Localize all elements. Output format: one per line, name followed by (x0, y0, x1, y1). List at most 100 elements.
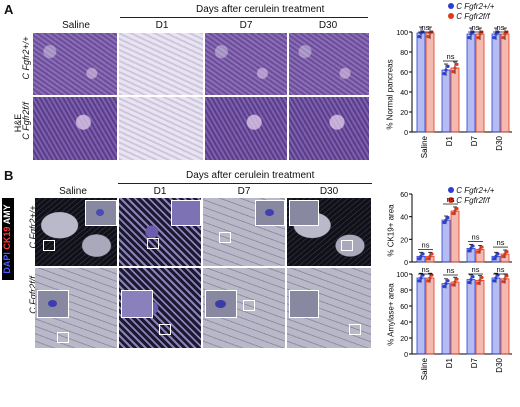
data-point (453, 209, 457, 213)
data-point (494, 32, 498, 36)
bar-ko (475, 33, 485, 133)
data-point (476, 250, 480, 254)
y-tick-label: 40 (400, 90, 408, 97)
panel-b-col-d30: D30 (319, 186, 339, 197)
if-image-wt-d1 (119, 198, 201, 266)
y-tick-label: 100 (396, 272, 408, 279)
if-inset (255, 200, 285, 226)
significance-label: ns (447, 195, 455, 204)
data-point (505, 274, 509, 278)
panel-a-header-line (120, 17, 368, 18)
significance-label: ns (497, 268, 505, 274)
he-image-wt-d30 (289, 33, 369, 95)
legend-dot-red (448, 197, 454, 203)
data-point (467, 249, 471, 253)
y-tick-label: 20 (400, 110, 408, 117)
y-tick-label: 20 (400, 336, 408, 343)
data-point (469, 32, 473, 36)
bar-wt (441, 69, 451, 133)
he-image-wt-saline (33, 33, 117, 95)
bar-ko (500, 33, 510, 133)
if-image-ko-d30 (287, 268, 371, 348)
x-tick-label: D7 (470, 135, 479, 146)
legend-a-item-2: C Fgfr2f/f (448, 12, 494, 22)
bar-ko (450, 281, 460, 355)
y-tick-label: 0 (404, 130, 408, 137)
data-point (469, 246, 473, 250)
data-point (455, 206, 459, 211)
significance-label: ns (472, 232, 480, 241)
data-point (451, 283, 455, 287)
if-image-wt-d7 (203, 198, 285, 266)
data-point (492, 279, 496, 283)
panel-a-col-saline: Saline (62, 20, 90, 31)
data-point (471, 275, 475, 279)
data-point (444, 68, 448, 72)
data-point (469, 278, 473, 282)
he-image-ko-d7 (205, 97, 287, 160)
stain-dapi: DAPI (2, 252, 12, 274)
chart-ck19-area: 0 20 40 60 ns ns ns ns (400, 192, 512, 267)
data-point (446, 279, 450, 283)
data-point (451, 70, 455, 74)
significance-label: ns (472, 23, 480, 32)
if-inset (37, 290, 69, 318)
chart-normal-pancreas: 0 20 40 60 80 100 ns Saline ns D1 ns D7 ns D30 (396, 23, 512, 158)
bar-wt (416, 32, 426, 133)
data-point (501, 36, 505, 40)
data-point (494, 276, 498, 280)
legend-b-label-2: C Fgfr2f/f (456, 196, 490, 205)
if-inset (289, 290, 319, 318)
he-image-ko-d1 (119, 97, 203, 160)
x-tick-label: D1 (445, 357, 454, 368)
bar-ko (500, 278, 510, 355)
data-point (419, 276, 423, 280)
data-point (480, 245, 484, 249)
if-image-ko-d1 (119, 268, 201, 348)
x-tick-label: Saline (420, 357, 429, 380)
data-point (426, 257, 430, 261)
significance-label: ns (447, 268, 455, 275)
legend-dot-red (448, 13, 454, 19)
he-image-wt-d1 (119, 33, 203, 95)
data-point (501, 254, 505, 259)
if-inset (289, 200, 319, 226)
x-tick-label: D30 (495, 135, 504, 150)
data-point (451, 211, 455, 216)
y-tick-label: 40 (400, 320, 408, 327)
data-point (417, 279, 421, 283)
y-tick-label: 20 (400, 237, 408, 244)
data-point (417, 257, 421, 261)
x-tick-label: D30 (495, 357, 504, 372)
data-point (503, 277, 507, 281)
data-point (503, 32, 507, 36)
y-tick-label: 60 (400, 304, 408, 311)
selection-box (243, 300, 255, 311)
selection-box (147, 238, 159, 249)
data-point (467, 36, 471, 40)
significance-label: ns (447, 52, 455, 61)
he-image-ko-d30 (289, 97, 369, 160)
if-image-ko-saline (35, 268, 117, 348)
data-point (430, 252, 434, 256)
bar-wt (466, 279, 476, 355)
if-inset (205, 290, 237, 318)
panel-b-letter: B (4, 168, 14, 183)
y-tick-label: 0 (404, 352, 408, 359)
selection-box (219, 232, 231, 243)
bar-ko (425, 277, 435, 355)
legend-a-item-1: C Fgfr2+/+ (448, 2, 494, 12)
data-point (476, 36, 480, 40)
if-image-wt-saline (35, 198, 117, 266)
panel-b-col-d7: D7 (237, 186, 251, 197)
data-point (428, 276, 432, 280)
data-point (453, 66, 457, 70)
panel-a-col-d1: D1 (155, 20, 169, 31)
data-point (417, 35, 421, 39)
legend-dot-blue (448, 187, 454, 193)
y-tick-label: 0 (404, 260, 408, 267)
stain-ck19: CK19 (2, 226, 12, 250)
data-point (442, 220, 446, 225)
selection-box (57, 332, 69, 343)
if-image-ko-d7 (203, 268, 285, 348)
